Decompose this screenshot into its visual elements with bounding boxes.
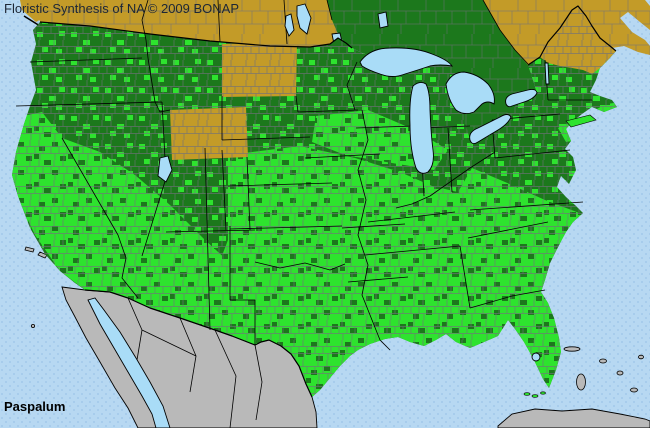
lake-ontario — [505, 88, 538, 108]
lake-winnipeg — [296, 3, 312, 35]
lake-nipigon — [377, 11, 389, 29]
pacific-islands — [24, 246, 48, 328]
coastal-islands — [523, 114, 597, 398]
lake-okeechobee — [531, 352, 541, 362]
lake-huron — [445, 71, 495, 115]
florida-keys — [523, 392, 531, 396]
great-lakes — [157, 47, 550, 362]
gulf-of-california — [87, 297, 171, 428]
lake-champlain — [544, 62, 550, 85]
long-island — [565, 114, 597, 128]
mexico-state-borders — [127, 297, 263, 428]
lake-superior — [359, 47, 453, 77]
great-salt-lake — [157, 155, 173, 183]
lake-erie — [469, 114, 512, 145]
us-county-grid — [12, 6, 617, 397]
canada-division-grid — [38, 0, 650, 142]
lake-manitoba — [284, 13, 295, 37]
bahamas-islands — [563, 346, 644, 393]
cuba-region — [497, 408, 650, 428]
international-borders — [39, 5, 617, 398]
lake-michigan — [409, 81, 434, 174]
state-borders — [15, 19, 592, 351]
map-title: Floristic Synthesis of NA © 2009 BONAP — [4, 1, 240, 16]
taxon-label: Paspalum — [4, 399, 66, 414]
